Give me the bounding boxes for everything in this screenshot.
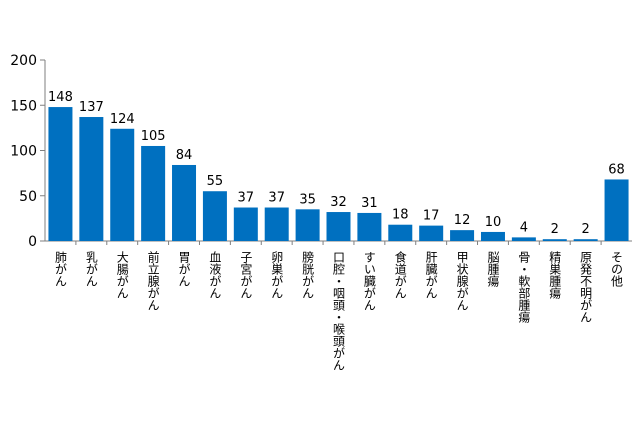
data-label: 37 — [268, 191, 285, 206]
data-label: 35 — [299, 192, 316, 207]
bar — [388, 224, 413, 241]
category-label: すい臓がん — [362, 251, 376, 311]
bar — [295, 209, 320, 241]
bar — [233, 207, 258, 241]
y-tick-label: 200 — [10, 53, 37, 69]
bar — [48, 107, 73, 241]
bar — [480, 231, 505, 241]
bar — [419, 225, 444, 241]
bar — [573, 239, 598, 241]
category-label: 血液がん — [208, 251, 222, 299]
bar — [172, 164, 197, 241]
category-label: 脳腫瘍 — [486, 251, 500, 288]
category-label: 乳がん — [84, 251, 98, 287]
category-label: 前立腺がん — [146, 250, 160, 311]
bar — [110, 128, 135, 241]
bar — [357, 212, 382, 241]
data-label: 84 — [176, 148, 193, 163]
category-label: 胃がん — [177, 251, 191, 287]
category-label: 子宮がん — [239, 251, 253, 299]
bar — [542, 239, 567, 241]
category-label: 肝臓がん — [424, 251, 438, 299]
bar — [79, 117, 104, 241]
y-tick-label: 0 — [28, 234, 37, 250]
data-label: 17 — [423, 209, 440, 224]
bar — [202, 191, 227, 241]
data-label: 55 — [207, 174, 224, 189]
data-label: 137 — [79, 100, 104, 115]
data-label: 124 — [110, 112, 135, 127]
category-label: 原発不明がん — [579, 251, 593, 323]
data-label: 105 — [141, 129, 166, 144]
data-label: 10 — [485, 215, 502, 230]
bar — [326, 212, 351, 241]
data-label: 2 — [582, 222, 590, 237]
category-label: 食道がん — [393, 250, 407, 299]
category-label: 甲状腺がん — [455, 251, 469, 311]
y-tick-label: 150 — [10, 98, 37, 114]
bar — [450, 230, 475, 241]
data-label: 68 — [608, 162, 625, 177]
category-label: 膀胱がん — [301, 250, 315, 299]
category-label: 大腸がん — [115, 251, 129, 299]
category-label: その他 — [610, 251, 624, 287]
category-label: 精巣腫瘍 — [548, 251, 562, 300]
category-label: 口腔・咽頭・喉頭がん — [332, 251, 346, 371]
y-tick-label: 50 — [19, 189, 37, 205]
bar — [264, 207, 289, 241]
bar — [141, 145, 166, 241]
bar — [511, 237, 536, 241]
bar — [604, 179, 629, 241]
category-label: 骨・軟部腫瘍 — [517, 251, 531, 324]
data-label: 31 — [361, 196, 378, 211]
category-label: 肺がん — [53, 251, 67, 287]
y-tick-label: 100 — [10, 144, 37, 160]
data-label: 4 — [520, 220, 528, 235]
data-label: 148 — [48, 90, 73, 105]
data-label: 12 — [454, 213, 471, 228]
data-label: 2 — [551, 222, 559, 237]
category-label: 卵巣がん — [270, 251, 284, 299]
data-label: 32 — [330, 195, 347, 210]
data-label: 37 — [238, 191, 255, 206]
data-label: 18 — [392, 208, 409, 223]
